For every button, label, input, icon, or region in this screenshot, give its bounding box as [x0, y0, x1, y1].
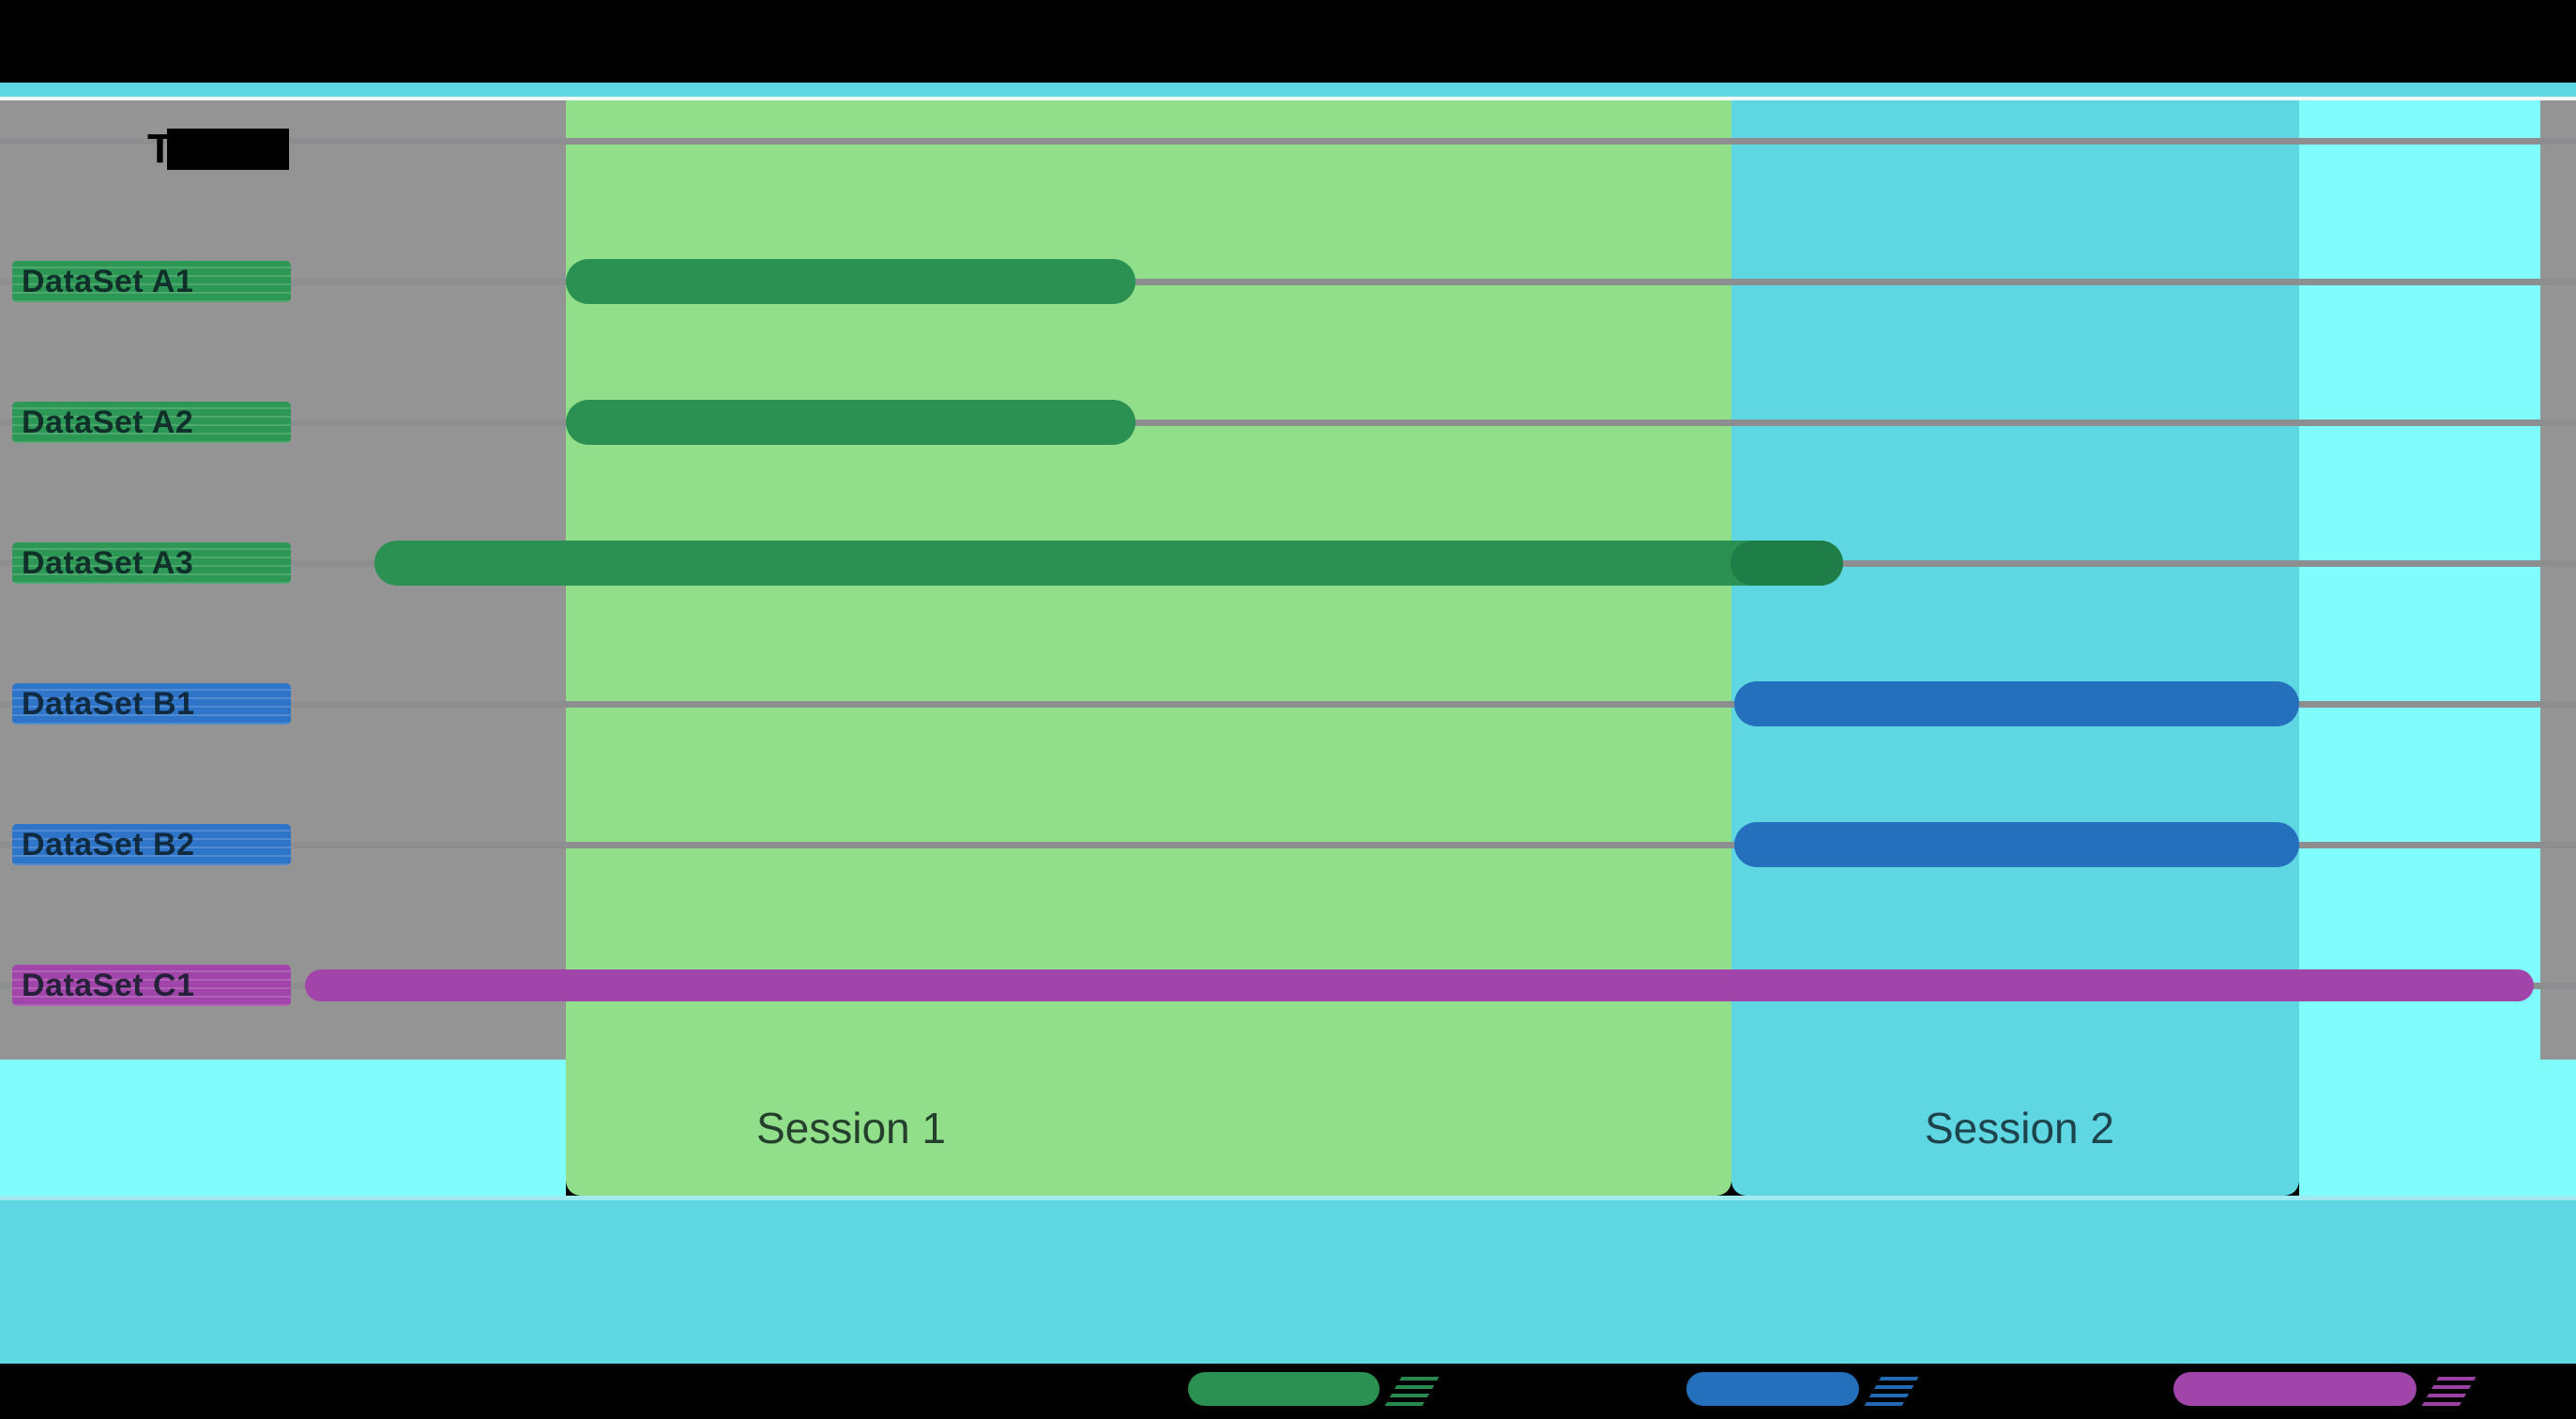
row-gridline: [0, 701, 2576, 708]
legend-slash-streak: [2421, 1372, 2479, 1406]
row-label: DataSet C1: [12, 965, 291, 1006]
row-label: DataSet A1: [12, 261, 291, 302]
gantt-bar: [1734, 822, 2299, 867]
session1-label: Session 1: [755, 1103, 947, 1152]
legend-slash-streak: [1864, 1372, 1922, 1406]
session-band: Session 1 Session 2: [0, 1060, 2576, 1196]
task-header-redaction-box: [167, 129, 289, 170]
task-header: T: [147, 129, 289, 170]
row-gridline: [0, 138, 2576, 145]
legend-slash-streak: [1384, 1372, 1442, 1406]
gantt-bar: [305, 969, 2534, 1001]
row-label: DataSet B2: [12, 824, 291, 865]
session-band-segment: [1731, 1060, 2299, 1196]
top-cyan-strip: [0, 83, 2576, 97]
session-band-segment: [566, 1060, 1731, 1196]
plot-area: T DataSet A1 DataSet A2 DataSet A3 DataSet …: [0, 100, 2576, 1060]
row-gridline: [0, 842, 2576, 848]
row-gridline: [0, 279, 2576, 285]
gantt-bar-end-cap: [1730, 541, 1843, 586]
session-band-segment: [2299, 1060, 2576, 1196]
session2-label: Session 2: [1924, 1103, 2115, 1152]
legend-footer: [0, 1364, 2576, 1419]
row-label: DataSet A2: [12, 402, 291, 443]
gantt-bar: [1734, 681, 2299, 726]
gantt-bar: [374, 541, 1843, 586]
gantt-bar: [566, 259, 1136, 304]
gantt-bar: [566, 400, 1136, 445]
top-black-bar: [0, 0, 2576, 83]
bottom-cyan-band: [0, 1200, 2576, 1364]
row-gridline: [0, 420, 2576, 426]
group-c-swatch: [2173, 1372, 2416, 1406]
group-a-swatch: [1188, 1372, 1379, 1406]
row-label: DataSet A3: [12, 542, 291, 584]
group-b-swatch: [1686, 1372, 1859, 1406]
plot-top-border: [0, 97, 2576, 100]
band-divider-line: [0, 1196, 2576, 1200]
right-aqua-column: [2299, 100, 2540, 1060]
row-label: DataSet B1: [12, 683, 291, 725]
session-band-segment: [0, 1060, 566, 1196]
